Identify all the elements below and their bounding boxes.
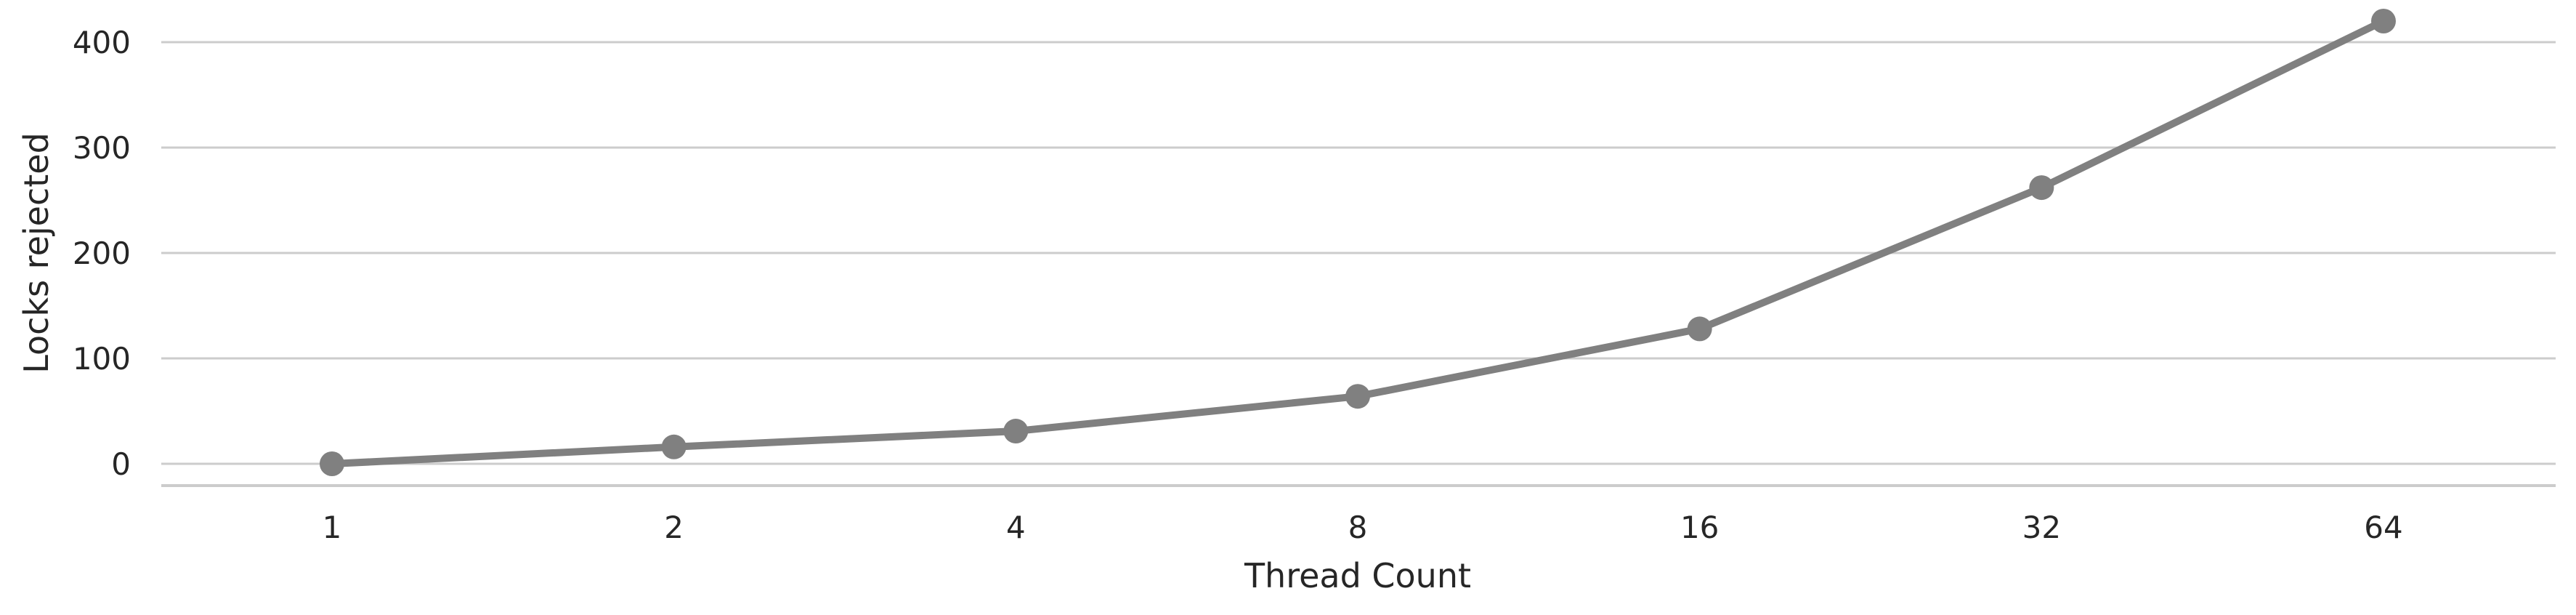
x-tick-label-2: 2 (664, 510, 684, 545)
data-point-64 (2371, 9, 2396, 33)
y-tick-label-200: 200 (73, 236, 131, 271)
y-axis-label: Locks rejected (17, 132, 56, 374)
series-group (320, 9, 2396, 476)
x-tick-label-64: 64 (2364, 510, 2402, 545)
x-axis-label: Thread Count (1244, 556, 1471, 595)
x-tick-label-32: 32 (2022, 510, 2061, 545)
y-tick-label-400: 400 (73, 25, 131, 60)
data-point-16 (1687, 316, 1712, 342)
gridlines (161, 41, 2556, 487)
data-point-32 (2029, 175, 2054, 201)
y-tick-label-300: 300 (73, 130, 131, 166)
data-point-1 (320, 451, 344, 476)
data-point-8 (1345, 384, 1370, 409)
x-tick-label-16: 16 (1680, 510, 1719, 545)
data-point-4 (1003, 419, 1029, 444)
y-tick-label-0: 0 (111, 446, 131, 482)
x-tick-label-8: 8 (1348, 510, 1368, 545)
y-tick-labels: 0 100 200 300 400 (73, 25, 131, 482)
x-tick-label-4: 4 (1006, 510, 1026, 545)
data-point-2 (661, 434, 686, 459)
x-tick-labels: 1 2 4 8 16 32 64 (323, 510, 2403, 545)
y-tick-label-100: 100 (73, 341, 131, 377)
x-tick-label-1: 1 (323, 510, 342, 545)
